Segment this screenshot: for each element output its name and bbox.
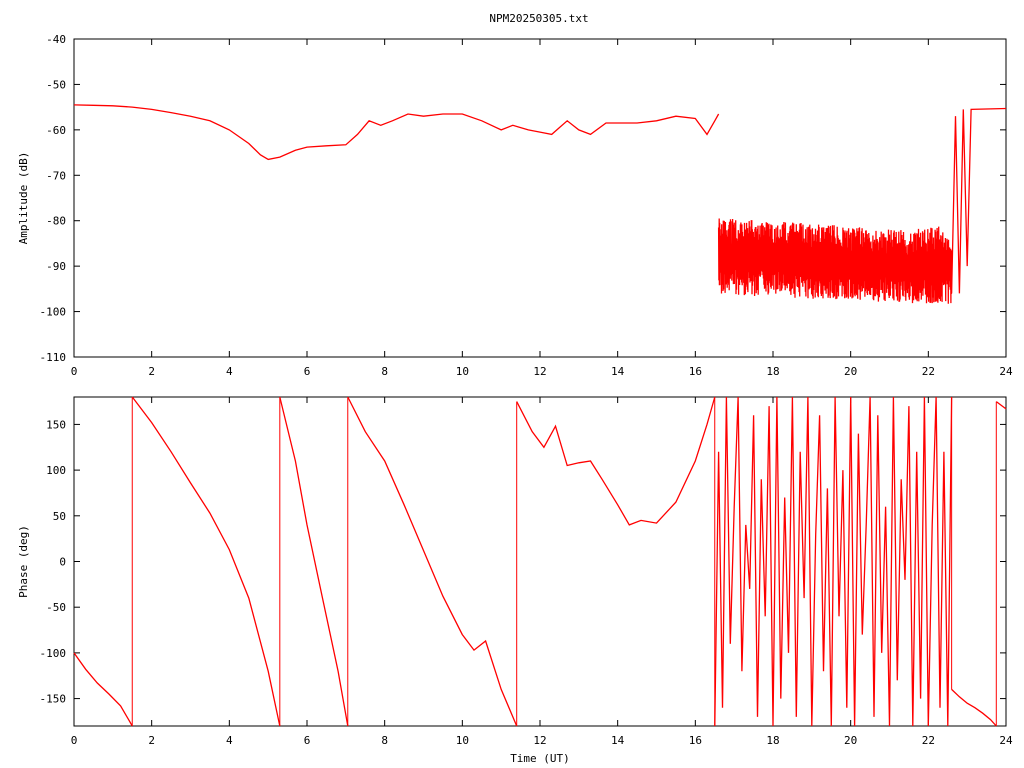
x-tick-label: 20 [844,365,857,378]
amplitude-panel: 0 2 4 6 8 10 12 14 16 18 20 22 24-40-50-60-70-80-90-… [17,33,1013,378]
y-tick-label: -100 [40,306,67,319]
x-axis-label: Time (UT) [510,752,570,765]
phase-segment [279,396,349,727]
phase-panel: 0 2 4 6 8 10 12 14 16 18 20 22 24150100500-50-100-15… [17,396,1013,765]
y-axis-label: Phase (deg) [17,525,30,598]
plot-frame [73,396,1007,727]
phase-segment [347,396,518,727]
phase-segment [516,396,716,526]
y-axis-label: Amplitude (dB) [17,152,30,245]
x-tick-label: 2 [148,365,155,378]
y-tick-label: -60 [46,124,66,137]
x-tick-label: 8 [381,365,388,378]
phase-segment [73,652,133,727]
plot-frame [73,38,1007,358]
y-tick-label: -50 [46,601,66,614]
x-tick-label: 12 [533,734,546,747]
series-line [73,104,720,161]
y-tick-label: -110 [40,351,67,364]
x-tick-label: 16 [689,365,702,378]
x-tick-label: 0 [71,734,78,747]
phase-segment [951,688,997,727]
y-tick-label: -90 [46,260,66,273]
x-tick-label: 4 [226,734,233,747]
x-tick-label: 10 [456,365,469,378]
recovery-line [950,107,1007,294]
y-tick-label: 150 [46,418,66,431]
y-tick-label: -50 [46,78,66,91]
x-tick-label: 4 [226,365,233,378]
y-tick-label: 0 [59,556,66,569]
x-tick-label: 10 [456,734,469,747]
x-tick-label: 22 [922,365,935,378]
phase-segment [995,401,1007,410]
x-tick-label: 16 [689,734,702,747]
x-tick-label: 12 [533,365,546,378]
x-tick-label: 18 [766,365,779,378]
x-tick-label: 22 [922,734,935,747]
noise-band [717,218,953,304]
y-tick-label: -40 [46,33,66,46]
x-tick-label: 14 [611,734,625,747]
y-tick-label: -100 [40,647,67,660]
x-tick-label: 24 [999,365,1013,378]
y-tick-label: -70 [46,169,66,182]
x-tick-label: 6 [304,734,311,747]
x-tick-label: 8 [381,734,388,747]
x-tick-label: 18 [766,734,779,747]
y-tick-label: -80 [46,215,66,228]
y-tick-label: 50 [53,510,66,523]
y-tick-label: -150 [40,693,67,706]
phase-segment [131,396,281,727]
x-tick-label: 0 [71,365,78,378]
x-tick-label: 24 [999,734,1013,747]
phase-segment [714,396,953,727]
x-tick-label: 6 [304,365,311,378]
chart-title: NPM20250305.txt [489,12,588,25]
y-tick-label: 100 [46,464,66,477]
x-tick-label: 2 [148,734,155,747]
x-tick-label: 14 [611,365,625,378]
x-tick-label: 20 [844,734,857,747]
